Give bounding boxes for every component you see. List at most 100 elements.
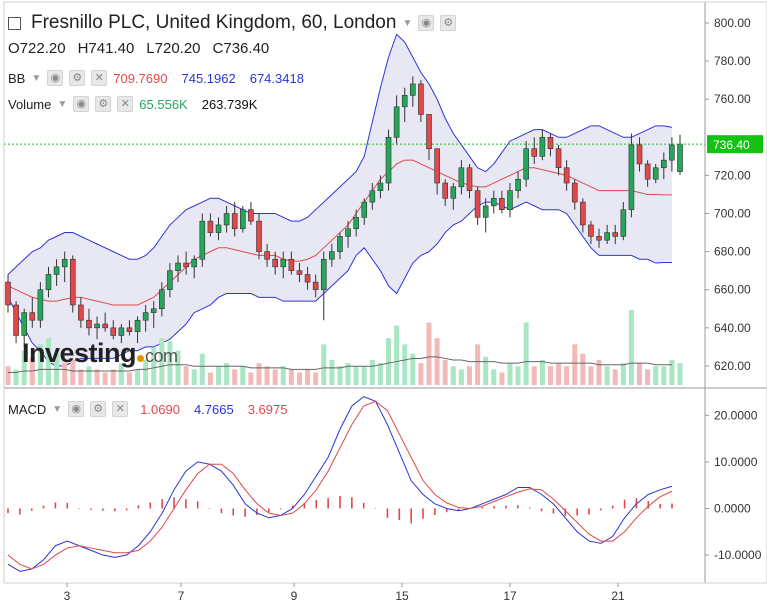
volume-bar bbox=[491, 369, 497, 385]
candle-body bbox=[167, 270, 173, 291]
volume-bar bbox=[410, 353, 416, 385]
volume-bar bbox=[645, 369, 651, 385]
y-tick-label: 800.00 bbox=[714, 16, 751, 30]
candle-body bbox=[563, 167, 570, 184]
volume-bar bbox=[78, 369, 84, 385]
candle-body bbox=[385, 136, 392, 184]
gear-icon[interactable]: ⚙ bbox=[95, 96, 112, 112]
candle-body bbox=[458, 167, 465, 188]
macd-histogram-bar bbox=[78, 507, 80, 509]
candle-body bbox=[450, 186, 457, 199]
volume-ma-value: 263.739K bbox=[201, 96, 258, 112]
macd-line bbox=[7, 396, 673, 572]
last-price-text: 736.40 bbox=[713, 138, 750, 152]
y-tick-label: 780.00 bbox=[714, 54, 751, 68]
bb-legend: BB ▼ ◉ ⚙ ✕ 709.7690 745.1962 674.3418 bbox=[8, 70, 304, 86]
candle-body bbox=[126, 327, 133, 332]
candle-body bbox=[515, 178, 521, 191]
macd-histogram-bar bbox=[279, 508, 282, 510]
close-icon[interactable]: ✕ bbox=[112, 401, 129, 417]
volume-bar bbox=[596, 360, 602, 385]
eye-icon[interactable]: ◉ bbox=[418, 15, 435, 31]
volume-bar bbox=[620, 363, 626, 385]
macd-y-tick-label: 20.0000 bbox=[714, 408, 758, 422]
candle-body bbox=[86, 319, 92, 329]
candle-body bbox=[45, 274, 52, 291]
collapse-icon[interactable] bbox=[8, 16, 21, 30]
macd-histogram-bar bbox=[576, 508, 578, 516]
macd-histogram-bar bbox=[422, 508, 424, 519]
macd-histogram-bar bbox=[351, 497, 353, 509]
y-tick-label: 720.00 bbox=[714, 168, 751, 182]
volume-bar bbox=[450, 366, 456, 385]
x-tick-label: 9 bbox=[291, 589, 298, 603]
volume-bar bbox=[102, 372, 108, 385]
volume-bar bbox=[175, 350, 181, 385]
macd-histogram-bar bbox=[647, 501, 650, 509]
macd-histogram-bar bbox=[481, 507, 484, 509]
logo-text: Investing bbox=[22, 338, 137, 368]
volume-bar bbox=[677, 363, 683, 385]
chevron-down-icon[interactable]: ▼ bbox=[402, 17, 413, 29]
y-tick-label: 640.00 bbox=[714, 321, 751, 335]
volume-bar bbox=[13, 369, 19, 385]
y-tick-label: 760.00 bbox=[714, 92, 751, 106]
volume-bar bbox=[151, 347, 157, 385]
volume-bar bbox=[191, 369, 197, 385]
volume-bar bbox=[62, 363, 68, 385]
volume-bar bbox=[199, 353, 205, 385]
macd-histogram-bar bbox=[161, 499, 163, 509]
macd-histogram-bar bbox=[19, 508, 21, 515]
macd-histogram-bar bbox=[90, 508, 92, 510]
candle-body bbox=[636, 144, 643, 165]
eye-icon[interactable]: ◉ bbox=[73, 96, 90, 112]
macd-histogram-bar bbox=[7, 508, 9, 514]
macd-histogram-bar bbox=[434, 508, 436, 515]
candle-body bbox=[248, 209, 254, 222]
candle-body bbox=[207, 220, 214, 233]
eye-icon[interactable]: ◉ bbox=[68, 401, 85, 417]
candle-body bbox=[118, 327, 125, 336]
close-icon[interactable]: ✕ bbox=[91, 70, 108, 86]
chevron-down-icon[interactable]: ▼ bbox=[52, 403, 63, 415]
candle-body bbox=[13, 304, 19, 336]
volume-bar bbox=[272, 369, 278, 385]
candle-body bbox=[418, 83, 424, 115]
candle-body bbox=[531, 148, 538, 157]
close-icon[interactable]: ✕ bbox=[117, 96, 134, 112]
volume-bar bbox=[442, 360, 448, 385]
high-value: 741.40 bbox=[88, 40, 135, 57]
gear-icon[interactable]: ⚙ bbox=[90, 401, 107, 417]
candle-body bbox=[644, 163, 651, 180]
candle-body bbox=[369, 190, 376, 203]
candle-body bbox=[652, 167, 659, 180]
volume-bar bbox=[523, 322, 529, 385]
volume-bar bbox=[183, 366, 189, 385]
gear-icon[interactable]: ⚙ bbox=[440, 15, 457, 31]
candle-body bbox=[523, 148, 529, 180]
volume-bar bbox=[345, 363, 351, 385]
macd-histogram-bar bbox=[611, 505, 614, 509]
candle-body bbox=[474, 190, 481, 218]
candle-body bbox=[588, 224, 594, 237]
last-price-tag bbox=[707, 135, 763, 154]
y-tick-label: 700.00 bbox=[714, 207, 751, 221]
volume-bar bbox=[288, 369, 294, 385]
volume-bar bbox=[418, 363, 424, 385]
macd-histogram-bar bbox=[671, 503, 673, 509]
bb-lower-value: 674.3418 bbox=[249, 70, 304, 86]
volume-bar bbox=[466, 366, 472, 385]
volume-bar bbox=[143, 360, 149, 385]
candle-body bbox=[150, 308, 157, 313]
chevron-down-icon[interactable]: ▼ bbox=[31, 72, 42, 84]
volume-bar bbox=[539, 360, 545, 385]
eye-icon[interactable]: ◉ bbox=[47, 70, 64, 86]
gear-icon[interactable]: ⚙ bbox=[69, 70, 86, 86]
candle-body bbox=[580, 201, 586, 226]
macd-y-tick-label: 0.0000 bbox=[714, 501, 751, 515]
chevron-down-icon[interactable]: ▼ bbox=[57, 98, 68, 110]
macd-histogram-bar bbox=[517, 505, 519, 509]
macd-histogram-bar bbox=[410, 508, 412, 524]
candle-body bbox=[264, 251, 270, 260]
